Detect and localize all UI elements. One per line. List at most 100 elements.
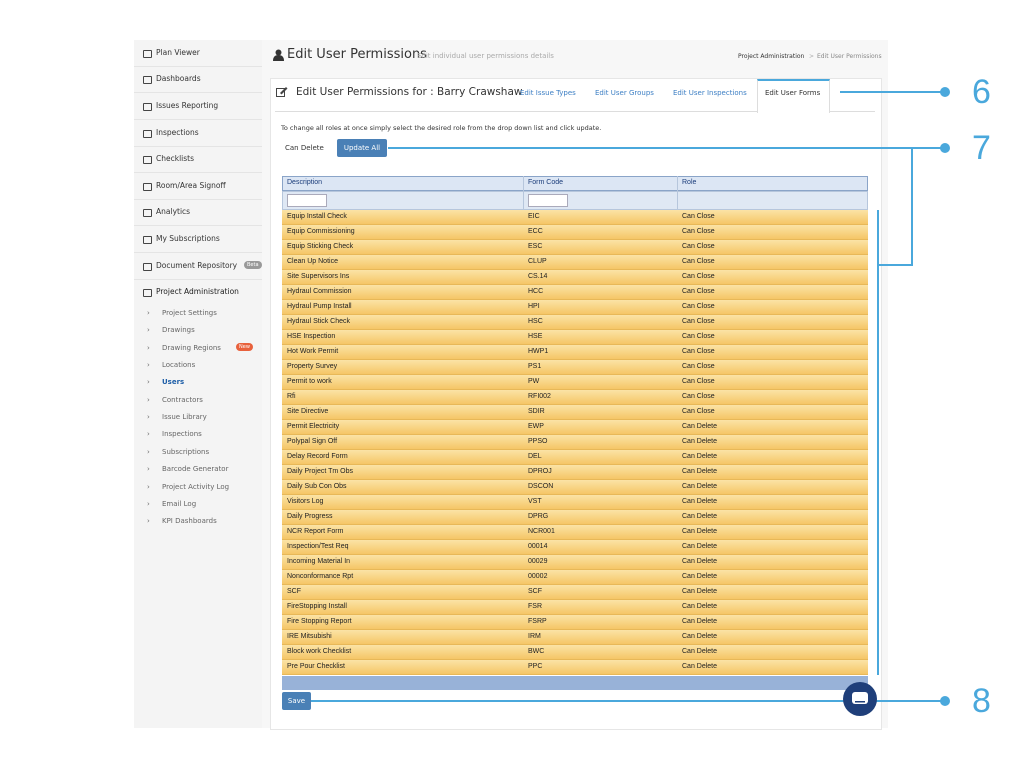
table-row [282, 495, 868, 510]
sidebar-sub-item[interactable]: Drawing Regions [162, 343, 221, 352]
column-header[interactable]: Description [287, 179, 323, 186]
tab[interactable]: Edit User Forms [765, 89, 821, 97]
table-cell: Can Delete [682, 483, 718, 490]
table-cell: Can Close [682, 348, 715, 355]
breadcrumb-link[interactable]: Project Administration [738, 53, 805, 60]
sidebar-item[interactable]: Issues Reporting [156, 101, 219, 110]
table-cell: Can Delete [682, 573, 718, 580]
sidebar-item[interactable]: My Subscriptions [156, 234, 220, 243]
table-row [282, 210, 868, 225]
sidebar-sub-item[interactable]: KPI Dashboards [162, 517, 217, 526]
table-cell: Hydraul Commission [287, 288, 352, 295]
table-cell: HSE [528, 333, 543, 340]
sub-chevron: › [147, 465, 150, 474]
table-header [282, 176, 868, 191]
table-cell: Can Close [682, 288, 715, 295]
tab[interactable]: Edit Issue Types [520, 89, 576, 97]
filter-input[interactable] [287, 194, 327, 207]
update-all-button[interactable]: Update All [337, 139, 387, 157]
table-cell: Hydraul Pump Install [287, 303, 352, 310]
sidebar-sub-item[interactable]: Project Settings [162, 309, 217, 317]
sidebar-icon [143, 289, 152, 297]
table-cell: FSRP [528, 618, 547, 625]
table-cell: Can Close [682, 213, 715, 220]
sidebar-item[interactable]: Plan Viewer [156, 48, 200, 57]
save-button[interactable]: Save [282, 692, 311, 710]
sidebar-sub-item[interactable]: Barcode Generator [162, 465, 229, 474]
table-cell: NCR Report Form [287, 528, 344, 535]
sidebar-icon [143, 50, 152, 58]
table-cell: SCF [528, 588, 542, 595]
table-cell: HCC [528, 288, 544, 295]
sidebar-sub-item[interactable]: Email Log [162, 499, 197, 508]
sidebar-icon [143, 130, 152, 138]
table-row [282, 240, 868, 255]
table-row [282, 525, 868, 540]
table-cell: PW [528, 378, 540, 385]
table-row [282, 585, 868, 600]
table-cell: Can Close [682, 333, 715, 340]
column-divider [677, 176, 678, 210]
sidebar-item[interactable]: Room/Area Signoff [156, 181, 226, 190]
sidebar-sub-item[interactable]: Subscriptions [162, 447, 210, 456]
sidebar-item[interactable]: Inspections [156, 128, 199, 137]
sub-chevron: › [147, 413, 150, 422]
page-title: Edit User Permissions [287, 47, 427, 62]
table-cell: DPROJ [528, 468, 552, 475]
sidebar-divider [134, 279, 262, 280]
table-cell: ESC [528, 243, 543, 250]
sidebar-item[interactable]: Dashboards [156, 74, 201, 83]
callout-number: 6 [972, 73, 991, 111]
table-row [282, 645, 868, 660]
table-cell: 00029 [528, 558, 548, 565]
table-cell: BWC [528, 648, 545, 655]
table-cell: Can Delete [682, 603, 718, 610]
table-cell: Can Delete [682, 513, 718, 520]
table-row [282, 255, 868, 270]
table-cell: DPRG [528, 513, 549, 520]
table-cell: CS.14 [528, 273, 548, 280]
user-icon [273, 49, 284, 61]
table-cell: Can Delete [682, 453, 718, 460]
column-header[interactable]: Role [682, 179, 697, 186]
table-cell: SDIR [528, 408, 545, 415]
table-cell: Pre Pour Checklist [287, 663, 345, 670]
sidebar-sub-item[interactable]: Project Activity Log [162, 482, 230, 491]
table-cell: Can Close [682, 303, 715, 310]
panel-title: Edit User Permissions for : Barry Crawsh… [296, 86, 523, 98]
table-cell: Hydraul Stick Check [287, 318, 351, 325]
sidebar-sub-item[interactable]: Drawings [162, 326, 195, 335]
table-row [282, 630, 868, 645]
sidebar-sub-item[interactable]: Users [162, 378, 185, 387]
table-row [282, 540, 868, 555]
tab-divider [275, 111, 875, 112]
table-cell: RFI002 [528, 393, 551, 400]
tab[interactable]: Edit User Inspections [673, 89, 747, 97]
sidebar-sub-item[interactable]: Contractors [162, 395, 203, 404]
sidebar-divider [134, 119, 262, 120]
table-cell: Delay Record Form [287, 453, 348, 460]
tab[interactable]: Edit User Groups [595, 89, 654, 97]
column-header[interactable]: Form Code [528, 179, 564, 186]
table-cell: HWP1 [528, 348, 549, 355]
table-cell: Hot Work Permit [287, 348, 339, 355]
callout-number: 8 [972, 682, 991, 720]
sidebar-sub-item[interactable]: Issue Library [162, 413, 207, 422]
sidebar-sub-item[interactable]: Locations [162, 361, 196, 370]
sidebar-divider [134, 199, 262, 200]
sidebar-sub-item[interactable]: Inspections [162, 430, 202, 439]
sidebar-item[interactable]: Project Administration [156, 287, 239, 296]
sidebar-icon [143, 236, 152, 244]
table-cell: Can Close [682, 363, 715, 370]
table-cell: FireStopping Install [287, 603, 347, 610]
table-row [282, 315, 868, 330]
role-select[interactable]: Can Delete [285, 144, 324, 152]
sidebar-item[interactable]: Analytics [156, 207, 191, 216]
table-cell: Can Close [682, 228, 715, 235]
table-cell: HPI [528, 303, 540, 310]
sidebar-item[interactable]: Checklists [156, 154, 194, 163]
table-row [282, 360, 868, 375]
filter-input[interactable] [528, 194, 568, 207]
sidebar-item[interactable]: Document Repository [156, 261, 238, 270]
table-cell: Can Delete [682, 663, 718, 670]
